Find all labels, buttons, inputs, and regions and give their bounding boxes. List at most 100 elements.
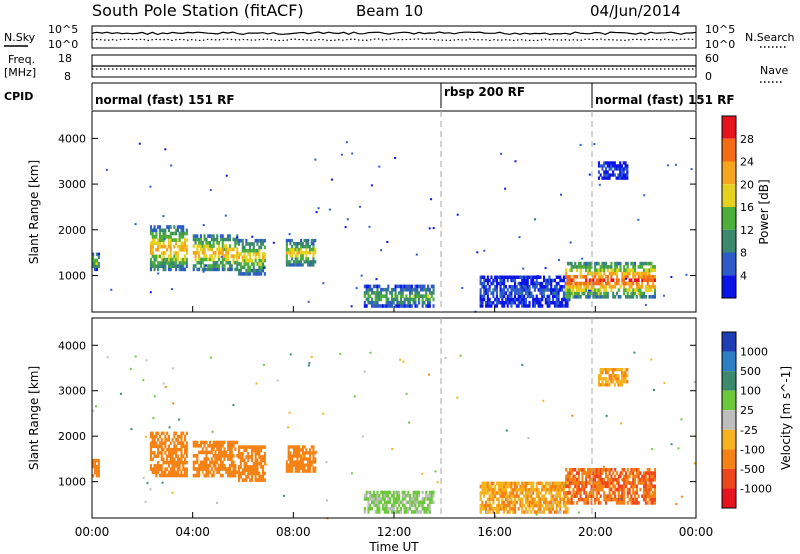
scatter-cell xyxy=(381,294,384,298)
scatter-cell xyxy=(263,252,266,256)
scatter-cell xyxy=(287,457,290,461)
scatter-cell xyxy=(623,268,626,272)
scatter-cell xyxy=(530,291,533,295)
scatter-cell xyxy=(510,291,513,295)
velocity-colorbar-tick: 25 xyxy=(740,404,754,417)
scatter-cell xyxy=(298,466,301,470)
scatter-cell xyxy=(577,468,580,472)
scatter-cell xyxy=(416,510,419,514)
scatter-cell xyxy=(157,454,160,458)
scatter-cell xyxy=(151,231,154,236)
scatter-cell xyxy=(644,261,647,266)
scatter-cell xyxy=(410,497,413,501)
scatter-speckle xyxy=(157,272,160,275)
scatter-cell xyxy=(504,301,507,305)
scatter-cell xyxy=(612,471,615,475)
scatter-cell xyxy=(621,484,624,489)
scatter-cell xyxy=(592,474,595,479)
scatter-cell xyxy=(196,244,199,248)
scatter-cell xyxy=(185,228,188,233)
scatter-cell xyxy=(501,488,504,492)
scatter-cell xyxy=(310,451,313,455)
scatter-cell xyxy=(398,300,401,305)
scatter-cell xyxy=(194,473,197,478)
scatter-cell xyxy=(307,451,310,455)
scatter-cell xyxy=(588,295,591,299)
scatter-cell xyxy=(544,301,547,305)
scatter-cell xyxy=(504,491,507,495)
scatter-cell xyxy=(236,254,239,258)
scatter-cell xyxy=(296,245,299,249)
scatter-cell xyxy=(523,488,526,492)
scatter-cell xyxy=(305,469,308,473)
scatter-cell xyxy=(399,300,402,305)
scatter-cell xyxy=(523,510,526,514)
scatter-speckle xyxy=(220,255,223,258)
scatter-cell xyxy=(523,285,526,289)
scatter-cell xyxy=(176,438,179,442)
scatter-cell xyxy=(263,445,266,449)
scatter-cell xyxy=(635,497,638,502)
scatter-cell xyxy=(481,481,484,486)
scatter-cell xyxy=(634,484,637,489)
scatter-cell xyxy=(97,458,100,463)
scatter-cell xyxy=(210,447,213,451)
scatter-cell xyxy=(619,170,622,174)
scatter-speckle xyxy=(110,288,113,291)
scatter-cell xyxy=(503,510,506,514)
scatter-cell xyxy=(562,297,565,302)
scatter-cell xyxy=(521,281,524,286)
scatter-cell xyxy=(369,287,372,292)
scatter-cell xyxy=(562,294,565,299)
scatter-cell xyxy=(185,431,188,436)
scatter-cell xyxy=(216,460,219,465)
noise-search-trace xyxy=(91,38,697,42)
scatter-cell xyxy=(376,291,379,295)
scatter-cell xyxy=(601,285,604,289)
scatter-cell xyxy=(606,161,609,165)
scatter-cell xyxy=(634,271,637,276)
scatter-cell xyxy=(199,450,202,455)
scatter-cell xyxy=(490,301,493,305)
scatter-speckle xyxy=(542,399,545,402)
scatter-cell xyxy=(396,497,399,501)
scatter-speckle xyxy=(162,215,165,218)
scatter-cell xyxy=(228,447,231,451)
scatter-cell xyxy=(574,481,577,485)
scatter-cell xyxy=(372,494,375,498)
scatter-cell xyxy=(371,507,374,511)
scatter-cell xyxy=(577,265,580,269)
scatter-cell xyxy=(488,500,491,505)
scatter-cell xyxy=(312,445,315,449)
scatter-speckle xyxy=(172,402,175,405)
scatter-cell xyxy=(597,271,600,276)
scatter-cell xyxy=(504,275,507,279)
scatter-cell xyxy=(644,288,647,292)
scatter-cell xyxy=(232,463,235,468)
scatter-cell xyxy=(250,268,253,273)
scatter-cell xyxy=(164,244,167,249)
scatter-cell xyxy=(510,301,513,305)
scatter-cell xyxy=(227,257,230,262)
scatter-cell xyxy=(171,454,174,458)
scatter-cell xyxy=(97,255,100,259)
scatter-cell xyxy=(262,252,265,256)
scatter-cell xyxy=(626,380,629,384)
scatter-cell xyxy=(291,463,294,467)
scatter-cell xyxy=(292,448,295,452)
scatter-cell xyxy=(308,251,311,255)
scatter-cell xyxy=(565,275,568,279)
scatter-cell xyxy=(606,265,609,269)
scatter-cell xyxy=(523,503,526,508)
scatter-cell xyxy=(568,268,571,272)
scatter-cell xyxy=(405,284,408,289)
scatter-cell xyxy=(506,497,509,501)
scatter-cell xyxy=(171,438,174,442)
scatter-cell xyxy=(173,431,176,436)
scatter-cell xyxy=(180,235,183,239)
scatter-cell xyxy=(485,481,488,486)
scatter-cell xyxy=(173,261,176,265)
scatter-cell xyxy=(499,278,502,283)
scatter-cell xyxy=(501,507,504,511)
scatter-cell xyxy=(614,295,617,299)
